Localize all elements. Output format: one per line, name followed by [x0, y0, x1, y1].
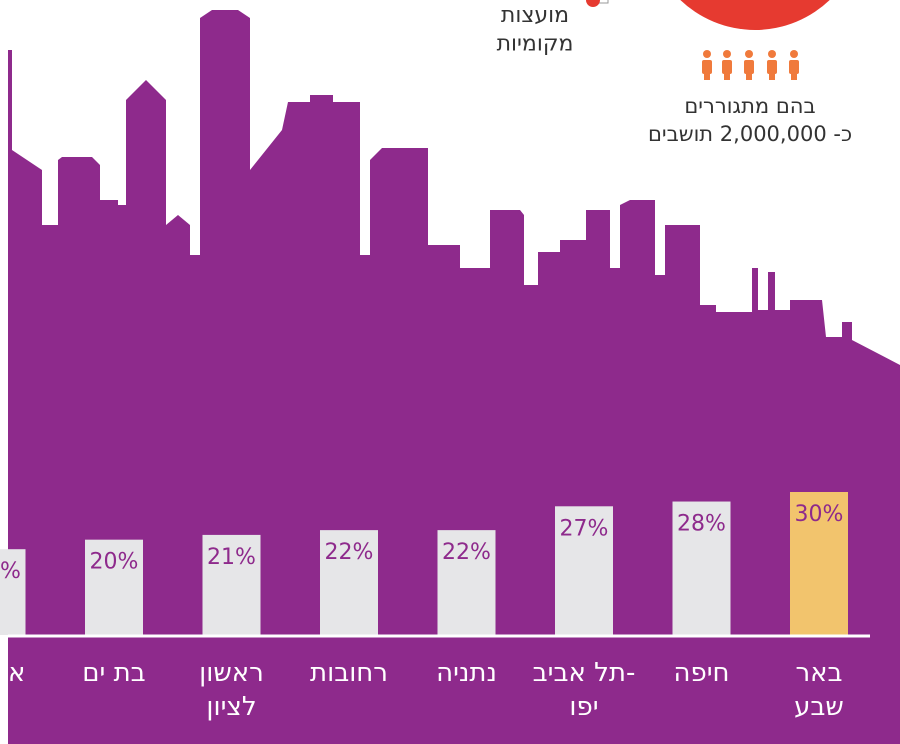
value-label: 27%	[560, 516, 609, 541]
value-label: 30%	[795, 502, 844, 527]
value-label: 18%	[0, 559, 21, 584]
annotation: בהם מתגוררים	[684, 94, 815, 118]
annotation: כ- 2,000,000 תושבים	[648, 122, 852, 146]
value-label: 22%	[325, 540, 374, 565]
category-label: נתניה	[436, 658, 497, 688]
category-label: בת ים	[82, 658, 145, 688]
category-label: רחובות	[310, 658, 388, 688]
value-label: 20%	[90, 550, 139, 575]
red-circle	[647, 0, 863, 30]
chart: מועצותמקומיות בהם מתגוררים כ- 2,000,000 …	[0, 0, 900, 744]
value-label: 22%	[442, 540, 491, 565]
page: {"chart_data": { "type": "bar", "annotat…	[0, 0, 900, 744]
category-label: א	[8, 658, 25, 688]
people-icons	[702, 50, 799, 80]
small-icon	[586, 0, 600, 7]
value-label: 21%	[207, 545, 256, 570]
category-label: חיפה	[673, 658, 729, 688]
value-label: 28%	[677, 512, 726, 537]
